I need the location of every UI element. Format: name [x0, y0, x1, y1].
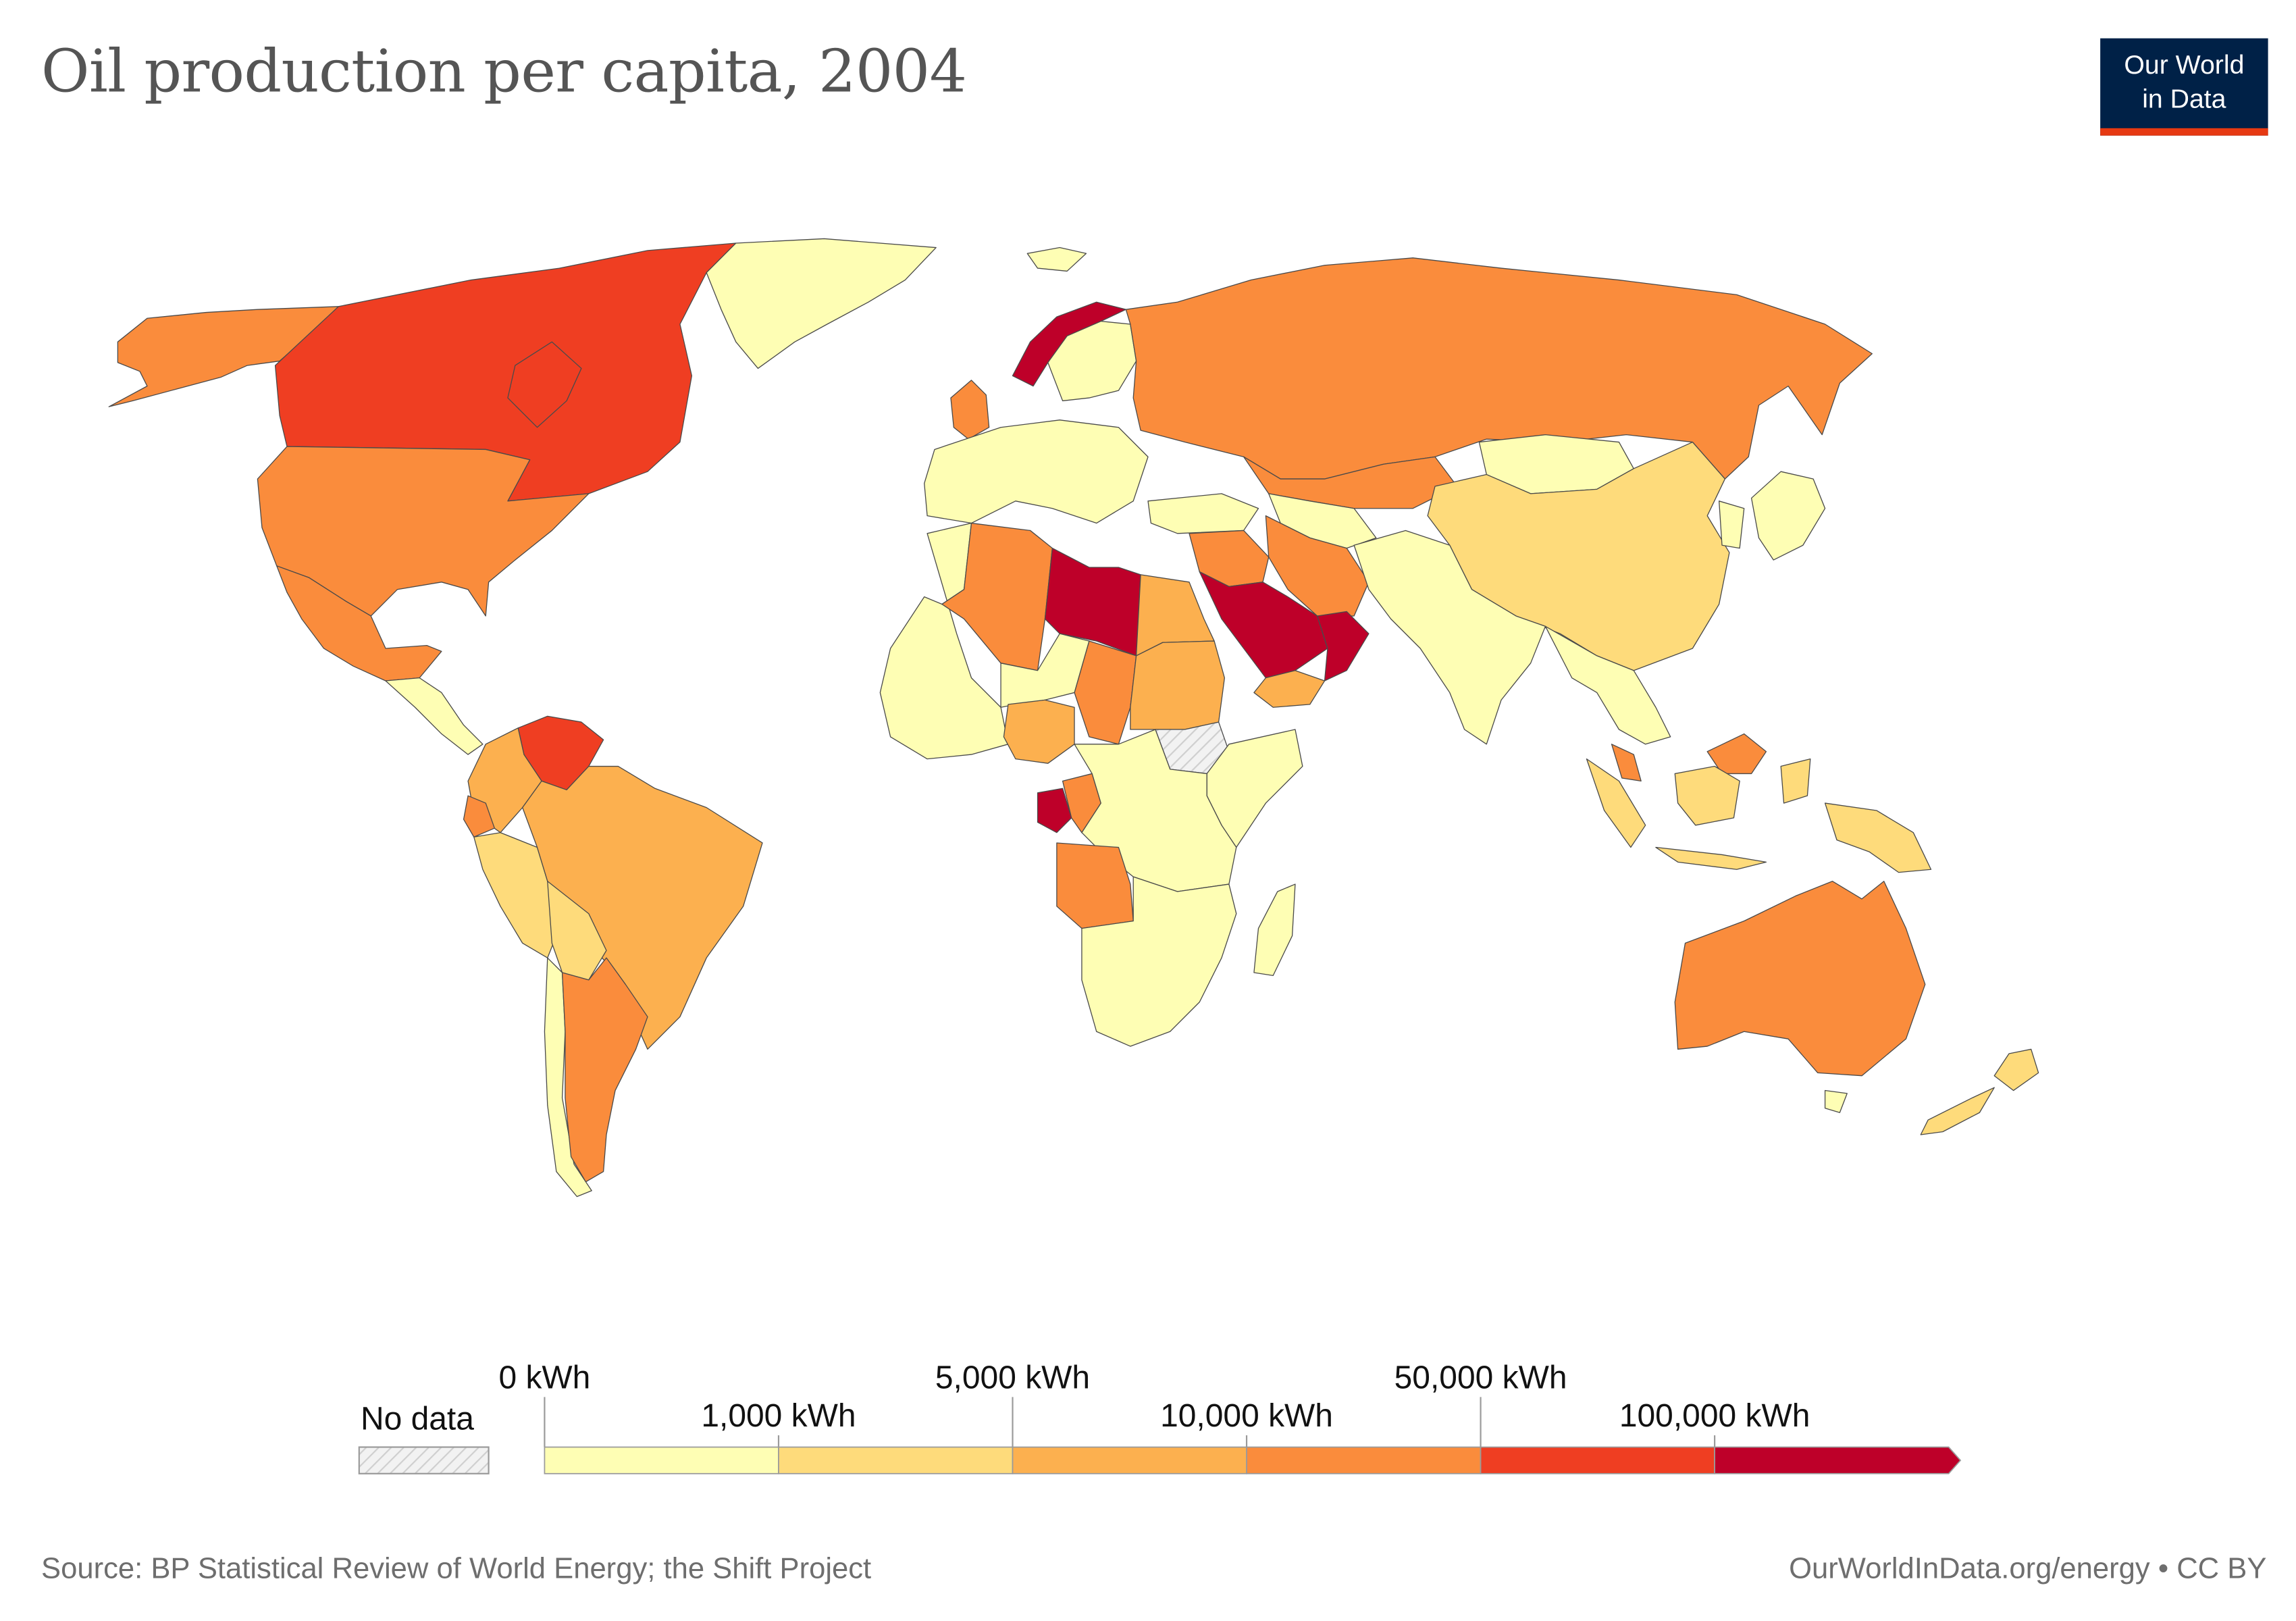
country-japan-korea[interactable]	[1719, 471, 1826, 561]
country-ecuador[interactable]	[463, 795, 495, 838]
legend-bin-2[interactable]	[1012, 1446, 1247, 1474]
country-southern-africa[interactable]	[1081, 876, 1237, 1047]
country-alaska[interactable]	[108, 306, 339, 407]
country-indonesia[interactable]	[1586, 758, 1811, 870]
legend-bin-3[interactable]	[1246, 1446, 1482, 1474]
country-norway[interactable]	[1012, 301, 1126, 387]
no-data-label: No data	[361, 1401, 474, 1437]
legend-label-1: 1,000 kWh	[701, 1398, 856, 1434]
legend-bin-5[interactable]	[1714, 1446, 1962, 1474]
source-note: Source: BP Statistical Review of World E…	[41, 1553, 872, 1586]
legend-label-0: 0 kWh	[498, 1360, 590, 1395]
legend-label-5: 100,000 kWh	[1619, 1398, 1810, 1434]
country-turkey[interactable]	[1147, 493, 1259, 534]
legend-bin-1[interactable]	[778, 1446, 1014, 1474]
country-papua-new-guinea[interactable]	[1824, 802, 1932, 873]
legend-label-3: 10,000 kWh	[1160, 1398, 1333, 1434]
country-niger-mali[interactable]	[1000, 633, 1090, 708]
no-data-swatch	[358, 1446, 490, 1474]
country-new-zealand[interactable]	[1920, 1048, 2039, 1135]
country-southeast-asia[interactable]	[1544, 625, 1671, 745]
owid-logo[interactable]: Our World in Data	[2100, 38, 2268, 136]
country-gabon[interactable]	[1037, 788, 1072, 833]
country-sudan[interactable]	[1130, 640, 1225, 730]
map-legend: No data 0 kWh 1,000 kWh 5,000 kWh 10,000 kW…	[358, 1360, 1962, 1474]
country-iran[interactable]	[1265, 515, 1369, 617]
logo-text-line2: in Data	[2142, 84, 2226, 113]
credit-link[interactable]: OurWorldInData.org/energy • CC BY	[1789, 1553, 2267, 1586]
country-oman[interactable]	[1316, 611, 1369, 681]
country-nigeria[interactable]	[1003, 699, 1075, 764]
country-canada[interactable]	[274, 242, 737, 502]
country-svalbard[interactable]	[1026, 247, 1087, 272]
logo-text-line1: Our World	[2124, 50, 2245, 80]
chart-title: Oil production per capita, 2004	[41, 38, 967, 107]
legend-bin-4[interactable]	[1480, 1446, 1715, 1474]
country-iraq-syria[interactable]	[1189, 530, 1270, 588]
country-yemen[interactable]	[1253, 670, 1326, 708]
legend-label-2: 5,000 kWh	[935, 1360, 1090, 1395]
country-uk[interactable]	[950, 380, 990, 440]
country-madagascar[interactable]	[1253, 883, 1296, 977]
legend-bin-0[interactable]	[544, 1446, 779, 1474]
country-tasmania[interactable]	[1824, 1089, 1848, 1113]
country-central-america[interactable]	[385, 677, 484, 755]
country-australia[interactable]	[1674, 881, 1926, 1077]
country-greenland[interactable]	[706, 238, 937, 369]
countries-layer	[108, 238, 2039, 1198]
country-europe-west[interactable]	[924, 419, 1149, 524]
country-argentina[interactable]	[561, 957, 648, 1183]
legend-label-4: 50,000 kWh	[1394, 1360, 1567, 1395]
logo-accent-bar	[2100, 128, 2268, 136]
country-mexico[interactable]	[276, 565, 442, 681]
country-india-south-asia[interactable]	[1353, 530, 1546, 745]
